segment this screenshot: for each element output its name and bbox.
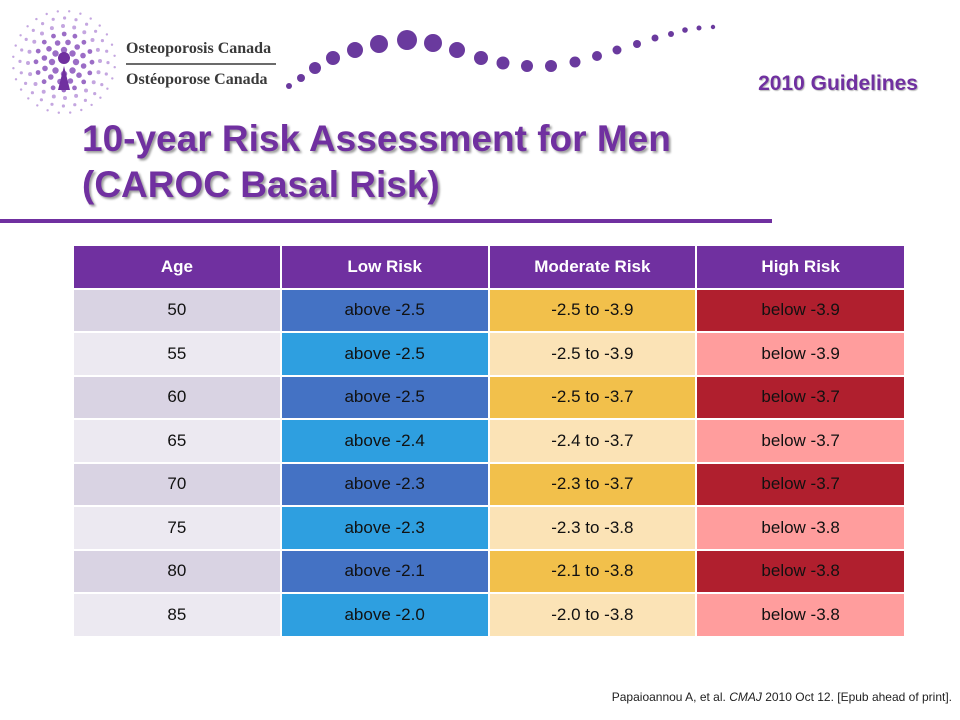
low-risk-cell: above -2.0 (279, 592, 489, 636)
low-risk-cell: above -2.5 (279, 374, 489, 419)
table-row: 80 above -2.1 -2.1 to -3.8 below -3.8 (72, 548, 904, 593)
moderate-risk-cell: -2.1 to -3.8 (487, 548, 697, 593)
low-risk-cell: above -2.4 (279, 418, 489, 463)
osteoporosis-canada-emblem-icon (12, 10, 116, 114)
table-row: 85 above -2.0 -2.0 to -3.8 below -3.8 (72, 592, 904, 636)
risk-table: Age Low Risk Moderate Risk High Risk 50 … (72, 244, 904, 636)
age-cell: 80 (72, 548, 281, 593)
header-high-risk: High Risk (695, 244, 904, 289)
header-low-risk: Low Risk (279, 244, 489, 289)
low-risk-cell: above -2.1 (279, 548, 489, 593)
high-risk-cell: below -3.7 (695, 461, 904, 506)
high-risk-cell: below -3.9 (695, 287, 904, 332)
high-risk-cell: below -3.8 (695, 592, 904, 636)
high-risk-cell: below -3.7 (695, 374, 904, 419)
table-row: 60 above -2.5 -2.5 to -3.7 below -3.7 (72, 374, 904, 419)
moderate-risk-cell: -2.4 to -3.7 (487, 418, 697, 463)
table-row: 55 above -2.5 -2.5 to -3.9 below -3.9 (72, 331, 904, 376)
moderate-risk-cell: -2.5 to -3.9 (487, 331, 697, 376)
guidelines-label: 2010 Guidelines (758, 72, 918, 95)
table-header-row: Age Low Risk Moderate Risk High Risk (72, 244, 904, 289)
header-moderate-risk: Moderate Risk (487, 244, 697, 289)
logo-wordmark: Osteoporosis Canada Ostéoporose Canada (126, 38, 286, 91)
title-underline (0, 219, 772, 223)
citation-details: 2010 Oct 12. [Epub ahead of print]. (765, 690, 952, 704)
age-cell: 60 (72, 374, 281, 419)
low-risk-cell: above -2.3 (279, 505, 489, 550)
high-risk-cell: below -3.9 (695, 331, 904, 376)
logo-name-french: Ostéoporose Canada (126, 71, 268, 88)
moderate-risk-cell: -2.0 to -3.8 (487, 592, 697, 636)
citation: Papaioannou A, et al. CMAJ 2010 Oct 12. … (612, 690, 952, 704)
table-row: 70 above -2.3 -2.3 to -3.7 below -3.7 (72, 461, 904, 506)
low-risk-cell: above -2.5 (279, 287, 489, 332)
age-cell: 70 (72, 461, 281, 506)
age-cell: 55 (72, 331, 281, 376)
low-risk-cell: above -2.5 (279, 331, 489, 376)
age-cell: 65 (72, 418, 281, 463)
osteoporosis-canada-logo: Osteoporosis Canada Ostéoporose Canada (0, 0, 300, 130)
table-row: 65 above -2.4 -2.4 to -3.7 below -3.7 (72, 418, 904, 463)
high-risk-cell: below -3.8 (695, 548, 904, 593)
high-risk-cell: below -3.7 (695, 418, 904, 463)
table-row: 75 above -2.3 -2.3 to -3.8 below -3.8 (72, 505, 904, 550)
citation-authors: Papaioannou A, et al. (611, 690, 726, 704)
moderate-risk-cell: -2.5 to -3.7 (487, 374, 697, 419)
age-cell: 75 (72, 505, 281, 550)
moderate-risk-cell: -2.5 to -3.9 (487, 287, 697, 332)
page-title-line-2: (CAROC Basal Risk) (82, 164, 440, 205)
high-risk-cell: below -3.8 (695, 505, 904, 550)
page-title: 10-year Risk Assessment for Men (CAROC B… (82, 116, 671, 208)
citation-journal: CMAJ (729, 690, 762, 704)
age-cell: 85 (72, 592, 281, 636)
logo-divider (126, 63, 276, 65)
moderate-risk-cell: -2.3 to -3.8 (487, 505, 697, 550)
decorative-dot-wave (286, 24, 716, 89)
logo-name-english: Osteoporosis Canada (126, 40, 272, 57)
table-row: 50 above -2.5 -2.5 to -3.9 below -3.9 (72, 287, 904, 332)
moderate-risk-cell: -2.3 to -3.7 (487, 461, 697, 506)
low-risk-cell: above -2.3 (279, 461, 489, 506)
header-age: Age (72, 244, 281, 289)
age-cell: 50 (72, 287, 281, 332)
page-title-line-1: 10-year Risk Assessment for Men (82, 118, 671, 159)
